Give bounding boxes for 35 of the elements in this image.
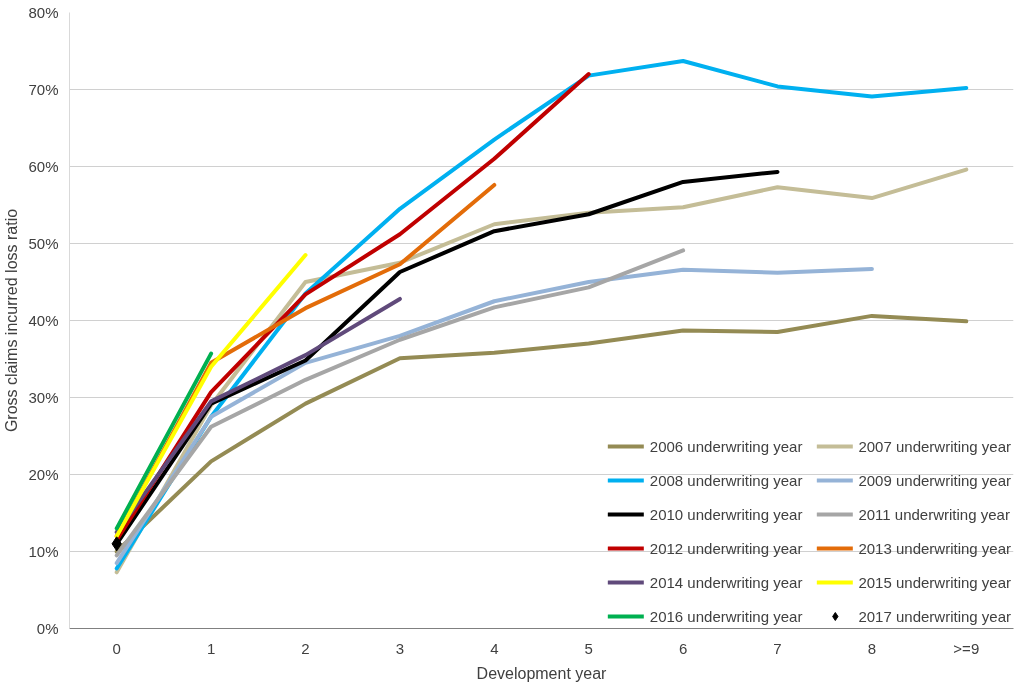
x-tick-label: 3 [395,639,405,657]
y-tick-label: 40% [28,312,59,329]
y-tick-label: 20% [28,466,59,483]
legend-label: 2008 underwriting year [649,470,803,490]
legend-label: 2016 underwriting year [649,606,803,626]
x-tick-label: >=9 [953,639,980,657]
x-tick-label: 5 [584,639,593,657]
line-series [114,248,686,558]
y-tick-label: 60% [28,158,59,175]
line-series [114,296,402,535]
y-tick-label: 10% [28,543,59,560]
legend-label: 2007 underwriting year [858,436,1011,456]
x-tick-label: 8 [867,639,877,657]
legend-label: 2010 underwriting year [649,504,803,524]
y-tick-label: 80% [28,4,59,21]
legend-label: 2017 underwriting year [858,606,1011,626]
y-axis-title: Gross claims incurred loss ratio [3,208,21,433]
legend-label: 2012 underwriting year [649,538,803,558]
x-tick-label: 2 [301,639,310,657]
legend-label: 2011 underwriting year [858,504,1010,524]
x-tick-label: 1 [206,639,216,657]
x-tick-label: 0 [112,639,121,657]
y-tick-label: 50% [28,235,59,252]
legend-label: 2009 underwriting year [858,470,1011,490]
x-axis-title: Development year [476,664,608,682]
legend-label: 2014 underwriting year [649,572,803,592]
y-tick-label: 70% [28,81,59,98]
legend-label: 2006 underwriting year [649,436,803,456]
x-tick-label: 7 [773,639,782,657]
legend-label: 2015 underwriting year [858,572,1011,592]
x-tick-label: 6 [678,639,688,657]
y-tick-label: 0% [36,620,59,637]
y-tick-label: 30% [28,389,59,406]
x-tick-label: 4 [490,639,499,657]
legend-label: 2013 underwriting year [858,538,1011,558]
